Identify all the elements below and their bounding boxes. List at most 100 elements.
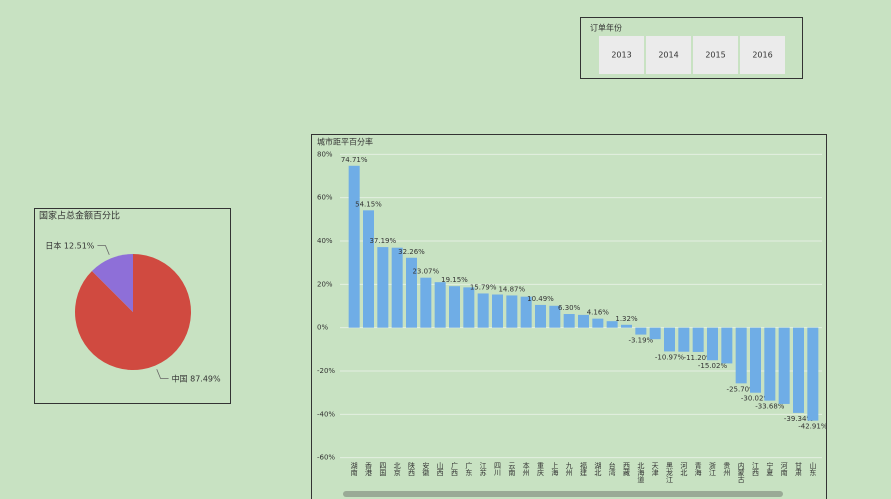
pie-slice [91,254,133,312]
x-tick-label: 四国 [379,462,387,477]
slicer-frame [580,17,803,79]
bar [477,293,489,328]
slicer-button[interactable] [740,36,785,74]
x-tick-label: 甘肃 [795,461,803,477]
bar [578,314,589,328]
x-tick-label: 江苏 [479,462,487,477]
data-label: -3.19% [628,337,653,345]
bar [721,327,733,364]
data-label: 14.87% [498,285,525,293]
x-tick-label: 上海 [551,461,559,477]
bar [348,165,360,328]
data-label: -39.34% [784,415,814,423]
scrollbar[interactable] [343,491,783,497]
data-label: -11.20% [684,354,714,362]
y-tick-label: -20% [317,367,335,375]
data-label: -15.02% [698,362,728,370]
slicer-button[interactable] [693,36,738,74]
bar [406,257,417,328]
x-tick-label: 宁夏 [766,461,774,476]
slicer-item[interactable]: 2014 [658,51,678,60]
bar [778,327,790,404]
x-tick-label: 福建 [580,461,588,477]
y-tick-label: 80% [317,150,333,158]
slicer-button[interactable] [599,36,644,74]
x-tick-label: 台湾 [608,461,616,477]
x-tick-label: 安徽 [422,461,430,477]
y-tick-label: 60% [317,194,333,202]
slicer-item[interactable]: 2015 [705,51,725,60]
slicer-title: 订单年份 [590,23,622,33]
x-tick-label: 天津 [651,462,659,477]
data-label: 1.32% [615,315,638,323]
data-label: 6.30% [558,304,581,312]
data-label: 37.19% [369,237,396,245]
x-tick-label: 浙江 [709,461,717,477]
x-tick-label: 云南 [508,462,516,476]
bar [807,327,819,421]
bar [649,327,661,340]
x-tick-label: 北京 [393,462,401,477]
x-tick-label: 内蒙古 [737,461,745,484]
leader-line [97,245,110,255]
data-label: 74.71% [341,156,368,164]
data-label: -30.02% [741,395,771,403]
chart-title: 城市距平百分率 [317,137,373,147]
bar [563,314,575,328]
slicer-button[interactable] [646,36,691,74]
bar [664,327,675,352]
data-label: -33.68% [755,403,785,411]
bar [434,282,446,328]
x-tick-label: 江西 [752,462,760,477]
bar [793,327,804,413]
value-label: 12.51% [64,241,95,250]
bar [635,327,647,335]
bar [377,247,389,328]
bar [520,296,532,328]
data-label: 19.15% [441,276,468,284]
data-label: 23.07% [412,268,439,276]
x-tick-label: 广东 [465,461,473,476]
y-tick-label: 20% [317,280,333,288]
slicer-item[interactable]: 2013 [611,51,631,60]
bar [735,327,747,384]
x-tick-label: 北海道 [637,462,645,484]
chart-title: 国家占总金额百分比 [39,210,120,222]
leader-line [156,369,169,379]
x-tick-label: 本州 [522,461,530,476]
x-tick-label: 陕西 [408,461,416,477]
slicer-item[interactable]: 2016 [752,51,772,60]
data-label: -42.91% [798,423,828,431]
data-label: -25.70% [727,385,757,393]
x-tick-label: 贵州 [723,461,731,476]
data-label: 54.15% [355,200,382,208]
bar [463,287,475,328]
data-label: 15.79% [470,283,497,291]
x-tick-label: 湖南 [350,461,358,476]
data-label: 10.49% [527,295,554,303]
y-tick-label: -60% [317,454,335,462]
bar [363,210,374,328]
x-tick-label: 九州 [565,461,573,476]
y-tick-label: 0% [317,324,328,332]
x-tick-label: 青海 [694,461,702,477]
data-label: 4.16% [587,309,610,317]
bar [606,321,618,328]
bar [492,294,503,328]
y-tick-label: -40% [317,410,335,418]
pie-frame [34,208,231,404]
value-label: 87.49% [190,374,221,383]
x-tick-label: 黑龙江 [666,462,674,484]
bar [621,324,632,328]
bar [692,327,704,352]
bar [549,305,561,328]
bar [707,327,718,361]
bar [535,304,546,328]
category-label: 中国 [172,373,188,383]
x-tick-label: 河南 [780,462,788,476]
x-tick-label: 重庆 [537,462,545,477]
x-tick-label: 广西 [451,461,459,477]
bar [506,295,518,328]
bar [391,247,403,328]
